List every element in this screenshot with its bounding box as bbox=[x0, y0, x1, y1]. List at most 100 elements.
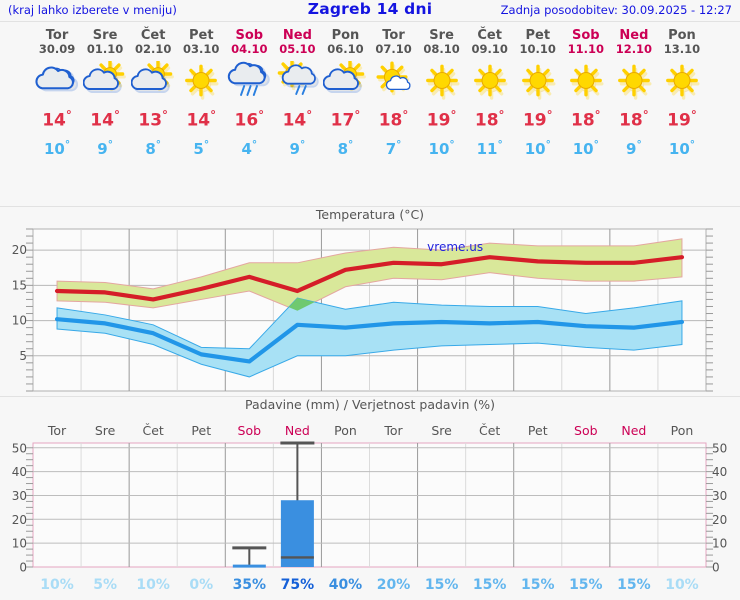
precip-probability: 15% bbox=[425, 577, 459, 593]
precipitation-plot: 0 0 10 10 20 20 30 30 40 40 50 50 Tor Sre Čet Pet Sob Ned… bbox=[12, 423, 728, 593]
watermark: vreme.us bbox=[427, 240, 483, 254]
day-column[interactable]: Tor 30.09 14° 10° bbox=[31, 22, 83, 160]
day-date: 08.10 bbox=[423, 42, 460, 56]
max-temperature: 13° bbox=[138, 108, 168, 131]
partly-sunny-icon bbox=[127, 60, 179, 102]
forecast-days-strip: Tor 30.09 14° 10° Sre 01.10 14° 9° Čet 02.10 13… bbox=[0, 22, 740, 207]
day-of-week: Pet bbox=[188, 28, 214, 43]
day-of-week: Sob bbox=[572, 28, 600, 43]
partly-sunny-icon bbox=[79, 60, 131, 102]
svg-text:0: 0 bbox=[19, 561, 27, 575]
svg-text:50: 50 bbox=[712, 441, 727, 455]
day-date: 03.10 bbox=[183, 42, 220, 56]
svg-text:15: 15 bbox=[12, 278, 27, 292]
day-of-week: Ned bbox=[619, 28, 649, 43]
day-column[interactable]: Pet 10.10 19° 10° bbox=[512, 22, 564, 160]
precip-day-label: Ned bbox=[621, 423, 646, 438]
day-date: 06.10 bbox=[327, 42, 364, 56]
day-date: 10.10 bbox=[519, 42, 556, 56]
max-temperature: 16° bbox=[234, 108, 265, 131]
temperature-plot: 5 10 15 20 vreme.us bbox=[12, 228, 713, 392]
precip-probability: 75% bbox=[281, 577, 315, 593]
precip-probability: 35% bbox=[233, 577, 267, 593]
precipitation-chart: Padavine (mm) / Verjetnost padavin (%) 0… bbox=[0, 397, 740, 600]
min-temperature: 10° bbox=[572, 138, 599, 158]
precip-day-label: Sob bbox=[574, 423, 598, 438]
day-date: 12.10 bbox=[615, 42, 653, 56]
precip-day-label: Pet bbox=[528, 423, 548, 438]
day-date: 13.10 bbox=[663, 42, 701, 56]
rain-cloud-icon bbox=[223, 60, 275, 102]
day-column[interactable]: Čet 09.10 18° 11° bbox=[464, 22, 516, 160]
max-temperature: 19° bbox=[426, 108, 457, 131]
day-of-week: Sob bbox=[235, 28, 264, 43]
min-temperature: 8° bbox=[337, 138, 354, 158]
min-temperature: 11° bbox=[476, 138, 503, 158]
day-column[interactable]: Sre 01.10 14° 9° bbox=[79, 22, 131, 160]
day-of-week: Sre bbox=[429, 28, 454, 43]
day-date: 01.10 bbox=[86, 42, 124, 56]
day-of-week: Čet bbox=[140, 28, 166, 43]
sunny-icon bbox=[464, 60, 516, 102]
precip-probability: 15% bbox=[473, 577, 507, 593]
last-updated: Zadnja posodobitev: 30.09.2025 - 12:27 bbox=[500, 3, 732, 17]
min-temperature: 8° bbox=[145, 138, 162, 158]
min-temperature: 10° bbox=[668, 138, 696, 158]
day-column[interactable]: Sob 04.10 16° 4° bbox=[223, 22, 275, 160]
day-column[interactable]: Čet 02.10 13° 8° bbox=[127, 22, 179, 160]
max-temperature: 18° bbox=[619, 108, 649, 131]
day-column[interactable]: Tor 07.10 18° 7° bbox=[368, 22, 420, 160]
day-column[interactable]: Sob 11.10 18° 10° bbox=[560, 22, 612, 160]
min-temperature: 9° bbox=[289, 138, 306, 158]
day-column[interactable]: Ned 05.10 14° 9° bbox=[271, 22, 323, 160]
precip-day-label: Tor bbox=[47, 423, 67, 438]
max-temperature: 14° bbox=[90, 108, 120, 131]
max-temperature: 18° bbox=[474, 108, 505, 131]
min-temperature: 5° bbox=[193, 138, 210, 158]
min-temperature: 10° bbox=[524, 138, 551, 158]
precip-probability: 10% bbox=[136, 577, 170, 593]
max-temperature: 19° bbox=[522, 108, 553, 131]
precip-bar bbox=[280, 500, 314, 567]
page-title: Zagreb 14 dni bbox=[307, 0, 433, 18]
precip-probability: 15% bbox=[569, 577, 603, 593]
location-hint: (kraj lahko izberete v meniju) bbox=[8, 3, 177, 17]
max-temperature: 14° bbox=[42, 108, 72, 131]
min-temperature: 9° bbox=[626, 138, 642, 158]
day-column[interactable]: Sre 08.10 19° 10° bbox=[416, 22, 468, 160]
sunny-icon bbox=[175, 60, 227, 102]
day-of-week: Čet bbox=[477, 28, 502, 43]
max-temperature: 14° bbox=[186, 108, 217, 131]
day-date: 07.10 bbox=[375, 42, 412, 56]
min-temperature: 10° bbox=[43, 138, 71, 158]
svg-text:30: 30 bbox=[712, 489, 727, 503]
day-column[interactable]: Pon 06.10 17° 8° bbox=[319, 22, 371, 160]
day-column[interactable]: Ned 12.10 18° 9° bbox=[608, 22, 660, 160]
max-temperature: 18° bbox=[378, 108, 409, 131]
svg-text:40: 40 bbox=[712, 465, 727, 479]
precip-day-label: Sre bbox=[95, 423, 116, 438]
precip-probability: 15% bbox=[617, 577, 651, 593]
precip-probability: 20% bbox=[377, 577, 411, 593]
precip-day-label: Sob bbox=[238, 423, 262, 438]
svg-text:0: 0 bbox=[712, 561, 720, 575]
max-temperature: 17° bbox=[330, 108, 361, 131]
precip-day-label: Sre bbox=[431, 423, 452, 438]
svg-text:10: 10 bbox=[712, 537, 727, 551]
day-of-week: Sre bbox=[92, 28, 118, 43]
page-header: (kraj lahko izberete v meniju) Zagreb 14… bbox=[0, 0, 740, 22]
precip-probability: 40% bbox=[329, 577, 363, 593]
day-of-week: Ned bbox=[282, 28, 312, 43]
svg-text:5: 5 bbox=[19, 349, 27, 363]
day-column[interactable]: Pon 13.10 19° 10° bbox=[656, 22, 708, 160]
svg-text:50: 50 bbox=[12, 441, 27, 455]
sunny-icon bbox=[608, 60, 660, 102]
sun-small-cloud-icon bbox=[368, 60, 420, 102]
precip-day-label: Tor bbox=[383, 423, 403, 438]
precipitation-chart-title: Padavine (mm) / Verjetnost padavin (%) bbox=[245, 397, 495, 412]
day-date: 04.10 bbox=[231, 42, 268, 56]
sunny-icon bbox=[512, 60, 564, 102]
day-column[interactable]: Pet 03.10 14° 5° bbox=[175, 22, 227, 160]
max-temperature: 18° bbox=[571, 108, 601, 131]
day-of-week: Pon bbox=[668, 28, 696, 43]
